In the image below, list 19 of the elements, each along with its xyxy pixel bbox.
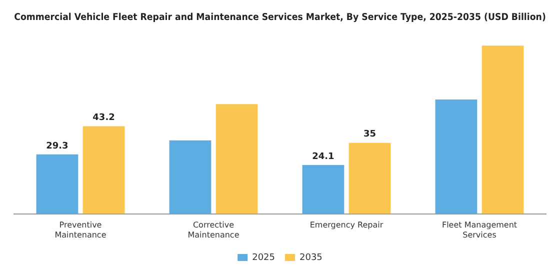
x-tick-label: Corrective Maintenance (188, 220, 240, 240)
bar (482, 46, 524, 214)
x-tick-label: Preventive Maintenance (54, 220, 106, 240)
legend-label: 2025 (252, 252, 275, 263)
bar (36, 154, 78, 214)
data-label: 24.1 (312, 152, 334, 162)
bar (435, 99, 478, 214)
bar (82, 126, 125, 214)
data-label: 43.2 (92, 113, 115, 124)
chart-title: Commercial Vehicle Fleet Repair and Maintenance Services Market, By Service Type, 2025-2035 (USD Billion) (14, 12, 546, 24)
x-tick-label: Fleet Management Services (442, 220, 518, 240)
bar (348, 142, 391, 214)
bar (169, 140, 212, 214)
legend-label: 2035 (300, 252, 322, 263)
data-label: 29.3 (46, 141, 68, 152)
bar (302, 164, 344, 214)
x-tick-label: Emergency Repair (310, 220, 384, 230)
bar (216, 104, 258, 214)
data-label: 35 (364, 130, 376, 140)
